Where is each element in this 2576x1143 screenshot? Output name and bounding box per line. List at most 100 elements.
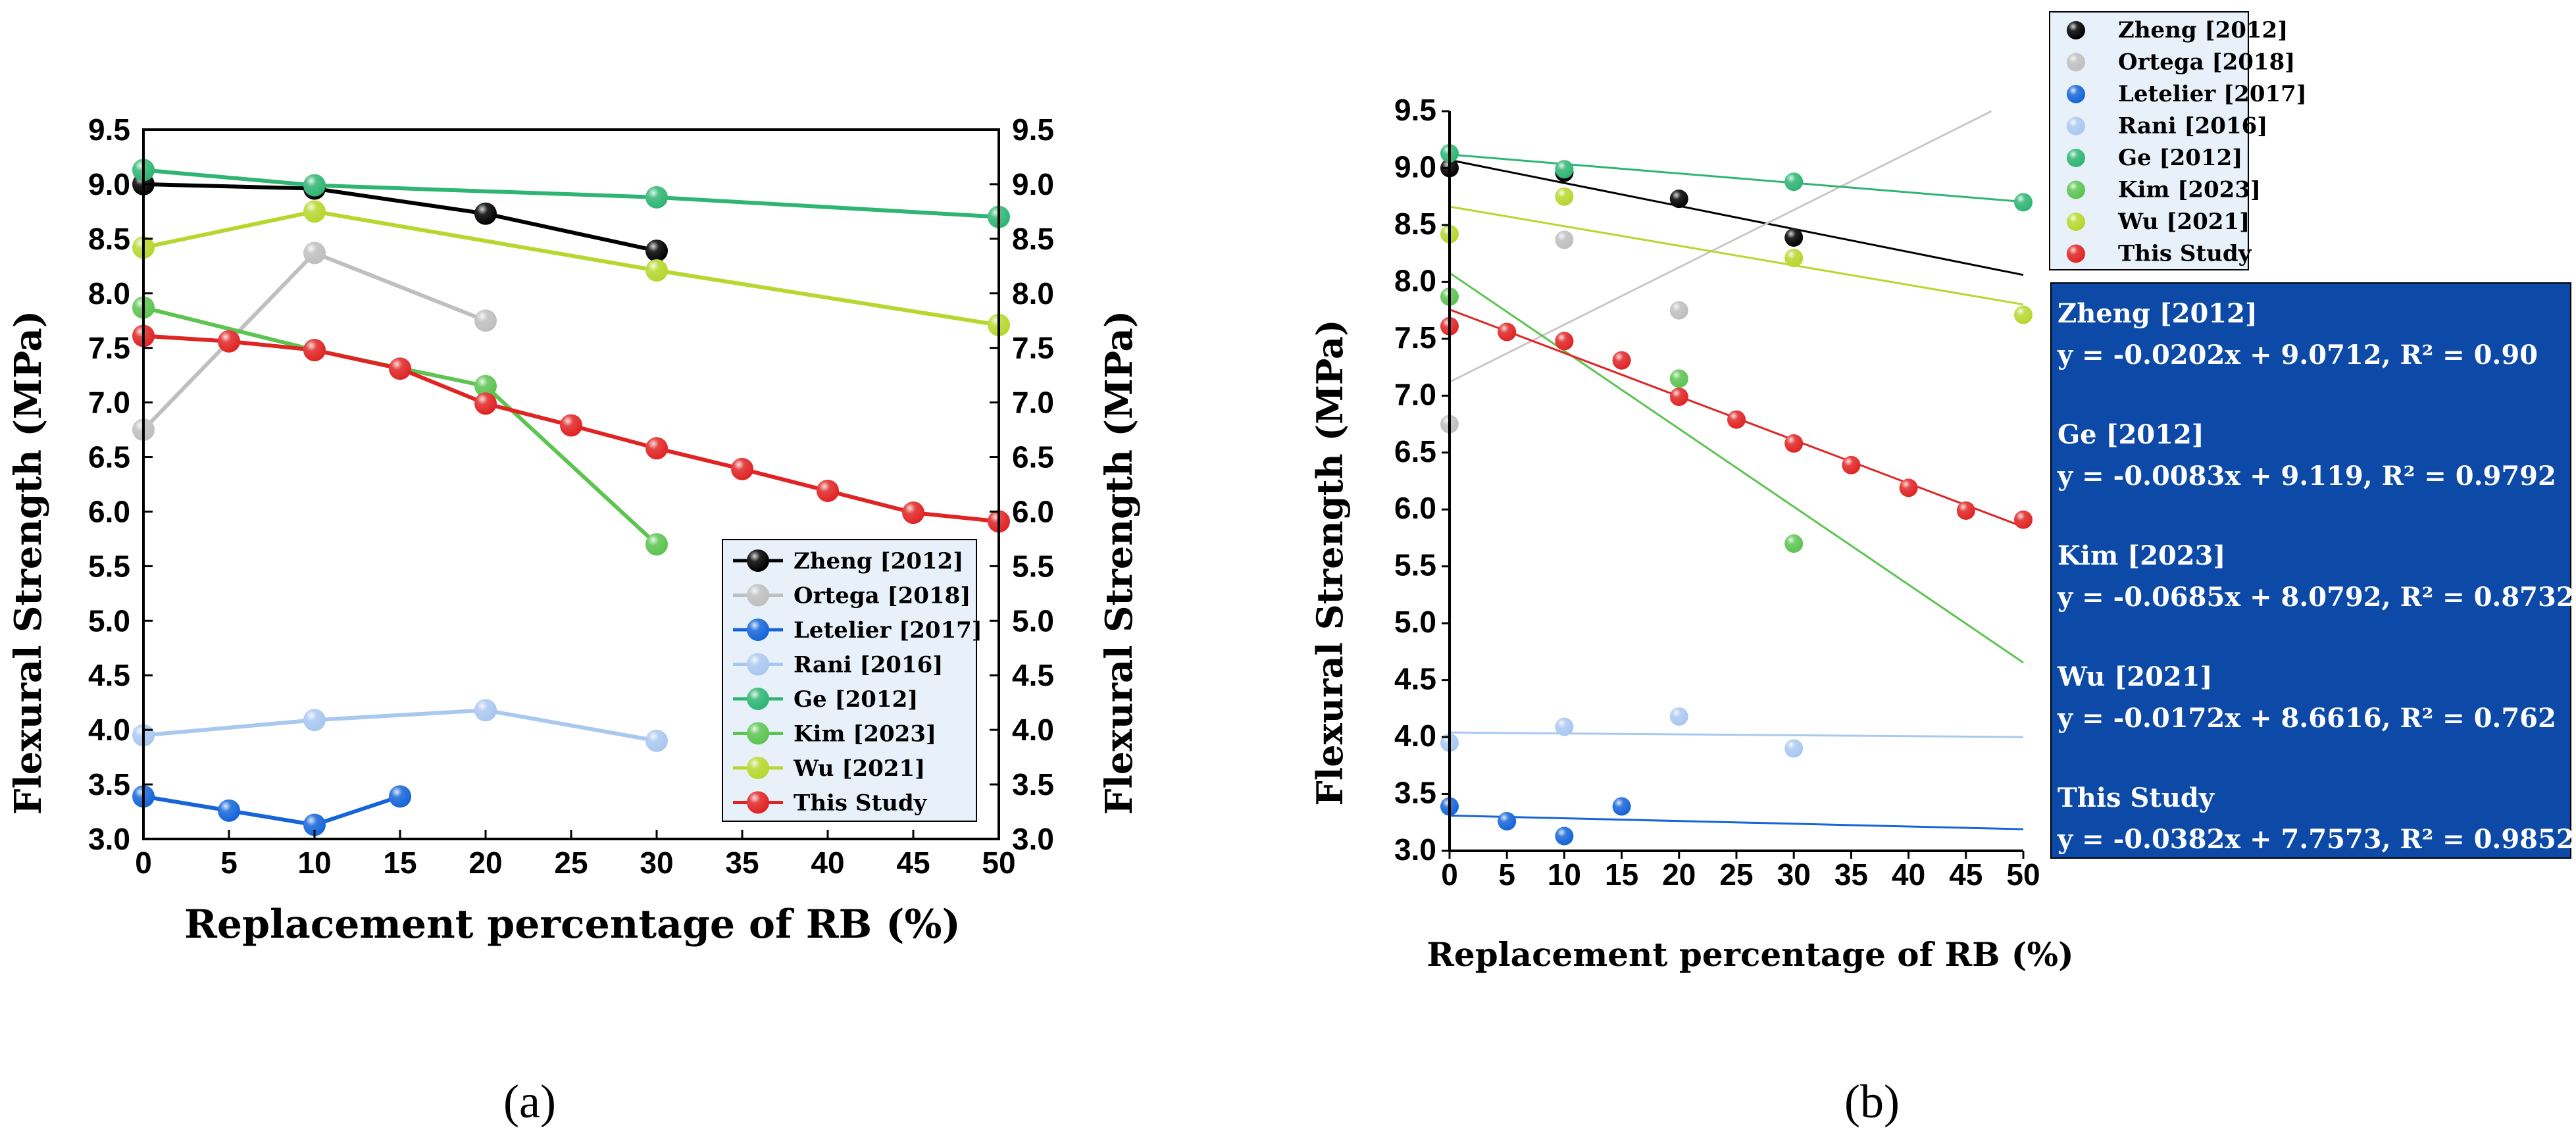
y-tick-label-a: 9.0	[88, 167, 130, 201]
scatter-point-ortega-2018	[1555, 230, 1574, 249]
legend-entry-ortega-2018: Ortega [2018]	[2067, 49, 2295, 76]
data-point-letelier-2017	[389, 785, 411, 808]
scatter-point-letelier-2017	[1555, 826, 1574, 846]
data-point-ge-2012	[645, 186, 668, 209]
series-line-letelier-2017	[143, 794, 401, 827]
scatter-point-ge-2012	[1784, 172, 1804, 191]
scatter-point-ge-2012	[2014, 193, 2033, 212]
y-tick-label-b: 4.0	[1394, 719, 1436, 753]
legend-label: Wu [2021]	[793, 755, 925, 782]
equation-formula: y = -0.0202x + 9.0712, R² = 0.90	[2057, 340, 2538, 370]
x-axis-title-a: Replacement percentage of RB (%)	[184, 902, 961, 948]
equation-formula: y = -0.0083x + 9.119, R² = 0.9792	[2057, 461, 2556, 492]
chart-panel-b: 3.0 3.5 4.0 4.5 5.0 5.5 6.0 6.5 7.0 7.5 8.0 8.5 9.0 9…	[1309, 11, 2575, 1128]
series-line-wu-2021	[143, 209, 999, 327]
y-tick-label-right-a: 8.5	[1012, 222, 1054, 256]
y-tick-label-a: 3.0	[88, 822, 130, 856]
trendline-ge-2012	[1449, 153, 2024, 203]
scatter-point-rani-2016	[1669, 707, 1688, 726]
scatter-point-wu-2021	[1555, 187, 1574, 206]
legend-entry-zheng-2012: Zheng [2012]	[2067, 17, 2288, 43]
equation-formula: y = -0.0172x + 8.6616, R² = 0.762	[2057, 703, 2556, 734]
legend-label: Kim [2023]	[2118, 177, 2261, 203]
legend-marker	[747, 549, 769, 572]
x-tick-label-b: 50	[2006, 857, 2040, 892]
trendline-zheng-2012	[1449, 159, 2024, 276]
scatter-point-ge-2012	[1555, 160, 1574, 179]
legend-marker	[2067, 53, 2085, 72]
equation-entry-this-study: This Study y = -0.0382x + 7.7573, R² = 0.…	[2057, 782, 2575, 855]
data-point-this-study	[902, 501, 924, 524]
y-tick-label-a: 9.5	[88, 113, 130, 147]
y-tick-label-a: 5.5	[88, 549, 130, 583]
legend-entry-ortega-2018: Ortega [2018]	[733, 583, 971, 609]
data-point-this-study	[560, 414, 582, 437]
legend-a: Zheng [2012] Ortega [2018] Letelier [2017]…	[722, 539, 982, 822]
legend-entry-kim-2023: Kim [2023]	[2067, 177, 2261, 203]
series-line-rani-2016	[143, 708, 657, 743]
x-tick-label-b: 20	[1662, 857, 1696, 892]
data-point-this-study	[645, 437, 668, 460]
legend-entry-kim-2023: Kim [2023]	[733, 721, 936, 748]
series-line-zheng-2012	[143, 182, 657, 253]
legend-marker	[2067, 21, 2085, 39]
data-point-kim-2023	[474, 374, 497, 397]
legend-label: Kim [2023]	[794, 721, 936, 748]
scatter-point-letelier-2017	[1498, 812, 1517, 831]
scatter-point-this-study	[1899, 478, 1918, 497]
equation-box-bg	[2050, 282, 2571, 859]
legend-marker	[2067, 213, 2085, 231]
x-tick-label-a: 5	[220, 846, 238, 880]
x-tick-label-a: 20	[468, 846, 502, 880]
data-point-this-study	[389, 357, 411, 380]
y-tick-label-b: 9.5	[1394, 93, 1436, 127]
x-axis-title-b: Replacement percentage of RB (%)	[1427, 935, 2073, 974]
legend-b: Zheng [2012] Ortega [2018] Letelier [2017]…	[2049, 11, 2307, 270]
data-point-zheng-2012	[645, 240, 668, 263]
data-point-this-study	[303, 339, 326, 362]
trendline-rani-2016	[1449, 731, 2024, 738]
legend-entry-wu-2021: Wu [2021]	[733, 755, 925, 782]
scatter-point-zheng-2012	[1669, 190, 1688, 209]
legend-marker	[747, 757, 769, 779]
scatter-point-this-study	[1956, 501, 1975, 520]
data-point-this-study	[218, 330, 240, 353]
y-tick-label-right-a: 3.0	[1012, 822, 1054, 856]
data-point-kim-2023	[645, 533, 668, 556]
y-tick-label-a: 5.0	[88, 603, 130, 638]
legend-entry-ge-2012: Ge [2012]	[2067, 145, 2242, 171]
scatter-point-this-study	[1727, 410, 1746, 429]
y-tick-label-b: 9.0	[1394, 149, 1436, 184]
y-tick-label-a: 8.0	[88, 276, 130, 311]
data-point-wu-2021	[303, 200, 326, 223]
x-tick-label-a: 35	[725, 846, 759, 880]
legend-marker	[747, 653, 769, 676]
equation-entry-zheng-2012: Zheng [2012] y = -0.0202x + 9.0712, R² = …	[2057, 298, 2538, 370]
legend-label: Zheng [2012]	[794, 548, 963, 574]
y-tick-label-b: 6.5	[1394, 434, 1436, 469]
data-point-rani-2016	[303, 709, 326, 732]
equation-box: Zheng [2012] y = -0.0202x + 9.0712, R² = …	[2050, 282, 2575, 859]
legend-label: Letelier [2017]	[2118, 81, 2307, 107]
y-tick-label-right-a: 3.5	[1012, 767, 1054, 801]
legend-marker	[747, 619, 769, 641]
x-tick-label-b: 30	[1777, 857, 1811, 892]
x-tick-label-a: 0	[135, 846, 152, 880]
x-tick-label-a: 15	[383, 846, 417, 880]
legend-marker	[2067, 85, 2085, 103]
legend-marker	[2067, 116, 2085, 136]
y-tick-label-a: 7.5	[88, 331, 130, 365]
y-tick-label-b: 7.5	[1394, 320, 1436, 355]
y-tick-label-a: 7.0	[88, 386, 130, 420]
scatter-point-wu-2021	[1784, 249, 1804, 268]
y-tick-label-b: 3.5	[1394, 776, 1436, 810]
y-tick-label-b: 7.0	[1394, 377, 1436, 411]
legend-marker	[2067, 149, 2085, 167]
scatter-point-kim-2023	[1669, 369, 1688, 388]
scatter-point-this-study	[1498, 322, 1517, 342]
y-tick-label-a: 4.5	[88, 658, 130, 692]
x-tick-label-a: 45	[896, 846, 930, 880]
x-tick-label-b: 5	[1498, 857, 1515, 892]
equation-name: Ge [2012]	[2058, 419, 2204, 450]
series-line-ge-2012	[143, 168, 999, 219]
